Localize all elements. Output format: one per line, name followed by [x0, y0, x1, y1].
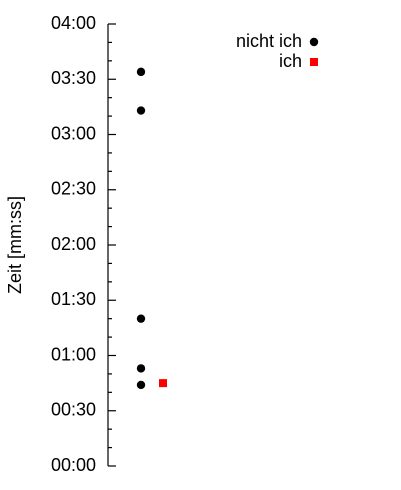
y-tick-label: 01:30	[51, 289, 96, 309]
legend-marker	[309, 37, 319, 47]
legend-label: nicht ich	[236, 31, 302, 51]
point	[159, 379, 167, 388]
y-tick-label: 04:00	[51, 13, 96, 33]
point	[136, 314, 146, 323]
point	[136, 380, 146, 390]
y-tick-label: 03:00	[51, 123, 96, 143]
y-tick-label: 01:00	[51, 344, 96, 364]
point	[136, 106, 146, 115]
y-tick-label: 00:00	[51, 455, 96, 475]
y-tick-label: 02:30	[51, 179, 96, 199]
y-tick-label: 00:30	[51, 400, 96, 420]
legend-label: ich	[279, 51, 302, 71]
y-axis-label: Zeit [mm:ss]	[5, 196, 25, 294]
y-tick-label: 02:00	[51, 234, 96, 254]
point	[136, 67, 146, 77]
point	[136, 364, 146, 373]
legend-marker	[310, 58, 318, 66]
y-tick-label: 03:30	[51, 68, 96, 88]
